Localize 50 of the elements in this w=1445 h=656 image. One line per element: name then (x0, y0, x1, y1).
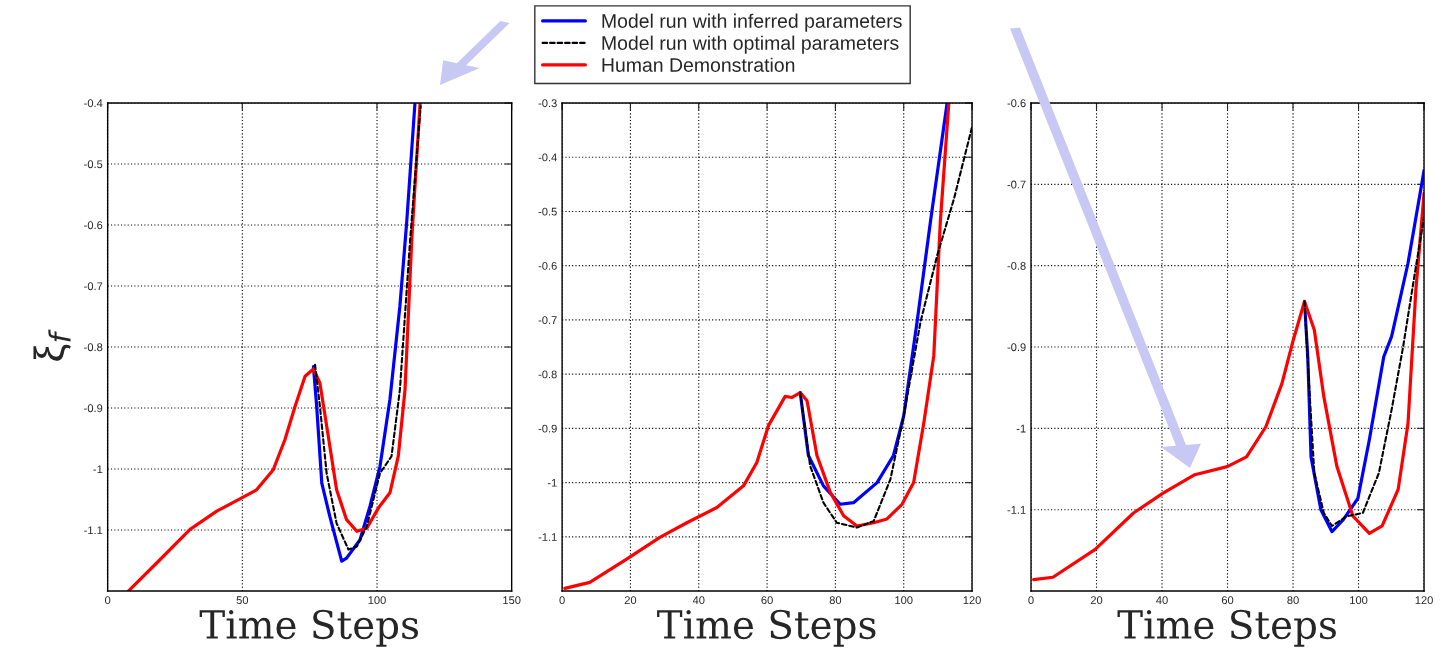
y-tick-label: -0.4 (84, 99, 103, 108)
x-tick-label: 0 (105, 596, 111, 605)
x-tick-label: 0 (1028, 596, 1034, 605)
y-tick-label: -0.8 (538, 370, 557, 379)
x-tick-label: 150 (503, 596, 521, 605)
x-tick-label: 100 (895, 596, 913, 605)
y-tick-label: -0.9 (84, 404, 103, 413)
line-series (126, 102, 422, 592)
x-tick-label: 40 (692, 596, 705, 605)
x-tick-label: 120 (1415, 596, 1433, 605)
legend-label: Model run with optimal parameters (602, 35, 899, 54)
x-axis-title: Time Steps (657, 609, 876, 647)
y-tick-label: -0.3 (538, 99, 557, 108)
x-tick-label: 80 (1287, 596, 1299, 605)
legend-label: Model run with inferred parameters (602, 13, 902, 32)
y-tick-label: -1.1 (1007, 506, 1026, 514)
y-tick-label: -0.9 (1007, 343, 1026, 352)
y-tick-label: -1.1 (538, 533, 557, 541)
x-tick-label: 100 (1350, 596, 1368, 605)
y-tick-label: -0.7 (538, 316, 557, 325)
y-tick-label: -0.4 (538, 153, 557, 162)
y-tick-label: -0.6 (1007, 99, 1026, 108)
y-tick-label: -0.8 (1007, 261, 1026, 270)
x-tick-label: 60 (1221, 596, 1234, 605)
x-tick-label: 0 (559, 596, 565, 605)
x-tick-label: 120 (963, 596, 981, 605)
y-tick-label: -1 (93, 465, 103, 474)
y-tick-label: -0.6 (538, 261, 557, 270)
x-tick-label: 20 (1090, 596, 1103, 605)
x-tick-label: 100 (368, 596, 386, 605)
y-tick-label: -0.8 (84, 343, 103, 352)
y-tick-label: -0.9 (538, 424, 557, 433)
y-tick-label: -1 (547, 478, 557, 487)
x-axis-title: Time Steps (1117, 609, 1336, 647)
line-series (1032, 191, 1425, 582)
y-tick-label: -0.6 (84, 221, 103, 230)
x-tick-label: 20 (624, 596, 637, 605)
y-tick-label: -0.7 (84, 282, 103, 291)
legend-label: Human Demonstration (602, 57, 795, 72)
y-tick-label: -0.7 (1007, 180, 1026, 189)
x-tick-label: 40 (1156, 596, 1168, 605)
y-tick-label: -0.5 (538, 207, 557, 216)
x-tick-label: 60 (761, 596, 773, 605)
x-tick-label: 80 (829, 596, 842, 605)
y-tick-label: -0.5 (84, 160, 103, 169)
x-tick-label: 50 (236, 596, 249, 605)
y-tick-label: -1 (1016, 424, 1026, 433)
y-axis-title: ξ$_{f}$ (33, 329, 71, 361)
x-axis-title: Time Steps (199, 609, 419, 647)
y-tick-label: -1.1 (84, 526, 103, 535)
